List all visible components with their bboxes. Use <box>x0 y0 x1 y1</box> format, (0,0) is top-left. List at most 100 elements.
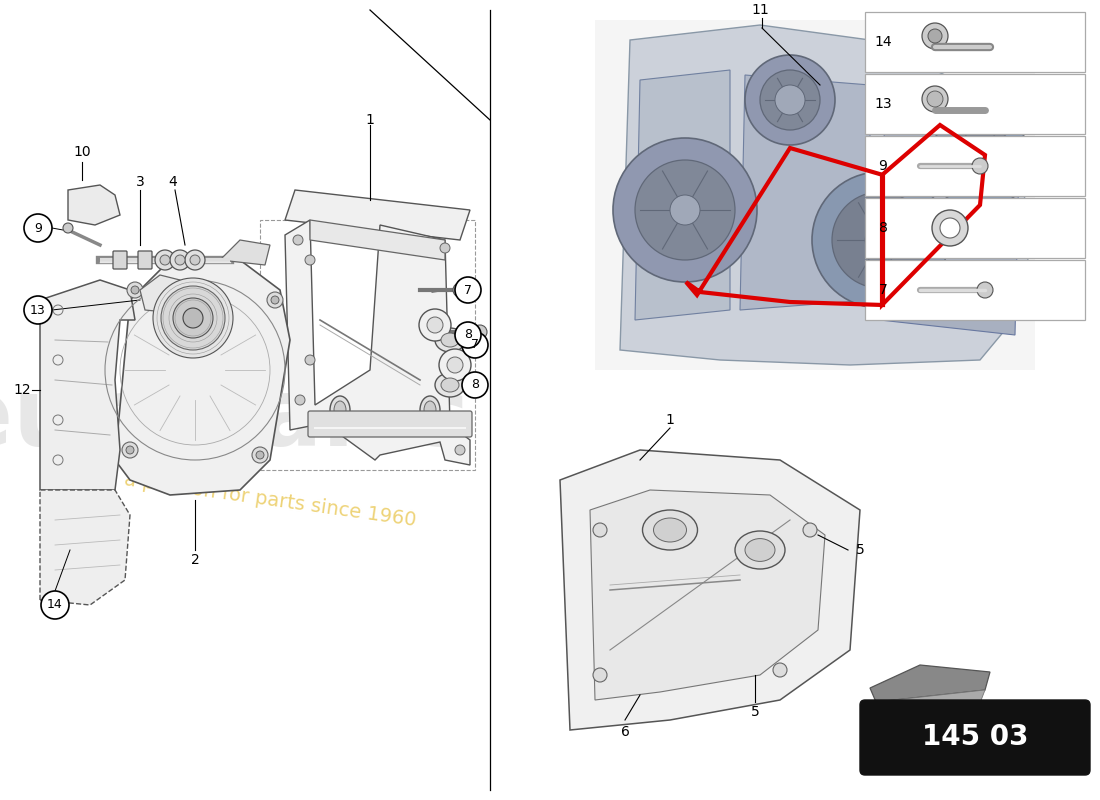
Circle shape <box>439 349 471 381</box>
Circle shape <box>773 663 786 677</box>
Circle shape <box>803 523 817 537</box>
Text: 13: 13 <box>30 303 46 317</box>
Circle shape <box>865 225 895 255</box>
Circle shape <box>256 451 264 459</box>
Circle shape <box>455 277 481 303</box>
Text: 3: 3 <box>135 175 144 189</box>
Text: 5: 5 <box>750 705 759 719</box>
Circle shape <box>945 125 1015 195</box>
Text: 10: 10 <box>74 145 91 159</box>
FancyBboxPatch shape <box>113 251 127 269</box>
Circle shape <box>153 278 233 358</box>
FancyBboxPatch shape <box>595 20 1035 370</box>
Circle shape <box>832 192 928 288</box>
Circle shape <box>161 286 226 350</box>
Circle shape <box>928 29 942 43</box>
Ellipse shape <box>334 401 346 419</box>
Circle shape <box>930 110 1030 210</box>
Circle shape <box>267 292 283 308</box>
Circle shape <box>455 445 465 455</box>
Polygon shape <box>880 100 1020 335</box>
Circle shape <box>812 172 948 308</box>
Text: 145 03: 145 03 <box>922 723 1028 751</box>
Circle shape <box>940 218 960 238</box>
Circle shape <box>613 138 757 282</box>
Text: 8: 8 <box>879 221 888 235</box>
Circle shape <box>440 243 450 253</box>
Text: 8: 8 <box>471 378 478 391</box>
Bar <box>260 220 475 470</box>
Circle shape <box>185 250 205 270</box>
Circle shape <box>24 214 52 242</box>
Circle shape <box>760 70 820 130</box>
Circle shape <box>977 282 993 298</box>
Text: euroParts: euroParts <box>0 374 471 466</box>
Polygon shape <box>285 190 470 240</box>
Circle shape <box>155 250 175 270</box>
Circle shape <box>965 145 996 175</box>
FancyBboxPatch shape <box>308 411 472 437</box>
Circle shape <box>635 160 735 260</box>
Bar <box>865 198 1085 258</box>
Text: 7: 7 <box>464 283 472 297</box>
Circle shape <box>63 223 73 233</box>
Circle shape <box>453 283 468 297</box>
Circle shape <box>183 308 204 328</box>
Polygon shape <box>140 275 185 312</box>
Circle shape <box>175 255 185 265</box>
Circle shape <box>122 442 138 458</box>
Text: 14: 14 <box>874 35 892 49</box>
Polygon shape <box>590 490 825 700</box>
Circle shape <box>126 282 143 298</box>
Polygon shape <box>40 490 130 605</box>
Polygon shape <box>635 70 730 320</box>
Circle shape <box>305 255 315 265</box>
Ellipse shape <box>642 510 697 550</box>
Circle shape <box>593 668 607 682</box>
Circle shape <box>670 195 700 225</box>
Text: 1: 1 <box>666 413 674 427</box>
Ellipse shape <box>434 328 465 352</box>
Polygon shape <box>560 450 860 730</box>
Text: 1: 1 <box>365 113 374 127</box>
Circle shape <box>131 286 139 294</box>
Circle shape <box>126 446 134 454</box>
Bar <box>865 74 1085 134</box>
Text: 12: 12 <box>13 383 31 397</box>
Ellipse shape <box>441 378 459 392</box>
Circle shape <box>41 591 69 619</box>
Ellipse shape <box>420 396 440 424</box>
Bar <box>865 12 1085 72</box>
Polygon shape <box>68 185 120 225</box>
FancyBboxPatch shape <box>860 700 1090 775</box>
Circle shape <box>447 357 463 373</box>
Circle shape <box>160 255 170 265</box>
Circle shape <box>462 372 488 398</box>
Text: 9: 9 <box>879 159 888 173</box>
Text: 13: 13 <box>874 97 892 111</box>
Circle shape <box>295 395 305 405</box>
Text: 11: 11 <box>751 3 769 17</box>
Ellipse shape <box>745 538 776 562</box>
Circle shape <box>24 296 52 324</box>
Text: 7: 7 <box>471 338 478 351</box>
Circle shape <box>173 298 213 338</box>
Ellipse shape <box>330 396 350 424</box>
Polygon shape <box>876 690 984 713</box>
Circle shape <box>455 322 481 348</box>
Text: 5: 5 <box>856 543 865 557</box>
Circle shape <box>922 86 948 112</box>
Bar <box>865 260 1085 320</box>
Circle shape <box>190 255 200 265</box>
Circle shape <box>305 355 315 365</box>
Circle shape <box>170 250 190 270</box>
Ellipse shape <box>735 531 785 569</box>
Circle shape <box>776 85 805 115</box>
Ellipse shape <box>441 333 459 347</box>
Circle shape <box>745 55 835 145</box>
Polygon shape <box>620 25 1030 365</box>
Ellipse shape <box>434 373 465 397</box>
Circle shape <box>427 317 443 333</box>
Text: 7: 7 <box>879 283 888 297</box>
Circle shape <box>593 523 607 537</box>
